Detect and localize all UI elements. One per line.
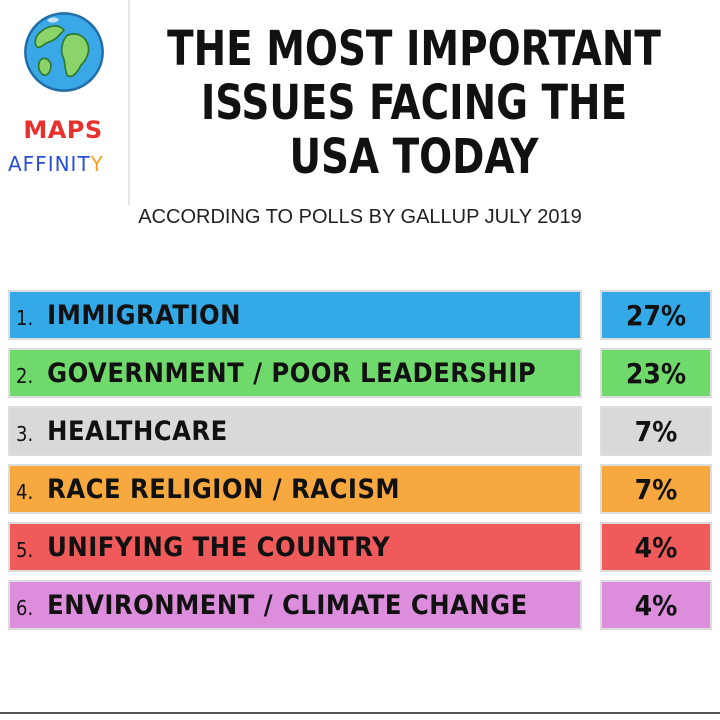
title-line-3: USA TODAY: [289, 129, 539, 185]
issue-label: GOVERNMENT / POOR LEADERSHIP: [47, 357, 537, 389]
maps-affinity-logo: MAPS AFFINITY: [8, 8, 118, 183]
issue-percent: 23%: [600, 348, 712, 398]
issue-label: RACE RELIGION / RACISM: [47, 473, 401, 505]
issue-rank: 1.: [16, 306, 34, 330]
issue-label: HEALTHCARE: [47, 415, 228, 447]
table-row: 6. ENVIRONMENT / CLIMATE CHANGE 4%: [8, 580, 716, 632]
issue-label: UNIFYING THE COUNTRY: [47, 531, 391, 563]
issue-bar: 5. UNIFYING THE COUNTRY: [8, 522, 582, 572]
table-row: 3. HEALTHCARE 7%: [8, 406, 716, 458]
logo-text-affinity: AFFINITY: [8, 152, 104, 176]
issue-percent: 27%: [600, 290, 712, 340]
issue-bar: 3. HEALTHCARE: [8, 406, 582, 456]
issue-bar: 4. RACE RELIGION / RACISM: [8, 464, 582, 514]
issues-table: 1. IMMIGRATION 27% 2. GOVERNMENT / POOR LEAD…: [8, 290, 716, 638]
issue-bar: 6. ENVIRONMENT / CLIMATE CHANGE: [8, 580, 582, 630]
issue-percent: 7%: [600, 464, 712, 514]
subtitle: ACCORDING TO POLLS BY GALLUP JULY 2019: [138, 206, 582, 228]
issue-label: IMMIGRATION: [47, 299, 242, 331]
issue-rank: 2.: [16, 364, 34, 388]
issue-rank: 3.: [16, 422, 34, 446]
issue-bar: 2. GOVERNMENT / POOR LEADERSHIP: [8, 348, 582, 398]
table-row: 4. RACE RELIGION / RACISM 7%: [8, 464, 716, 516]
divider: [128, 0, 130, 205]
title-line-1: THE MOST IMPORTANT: [167, 21, 661, 77]
issue-rank: 5.: [16, 538, 34, 562]
issue-bar: 1. IMMIGRATION: [8, 290, 582, 340]
issue-rank: 6.: [16, 596, 34, 620]
table-row: 5. UNIFYING THE COUNTRY 4%: [8, 522, 716, 574]
issue-percent: 7%: [600, 406, 712, 456]
globe-icon: [24, 12, 104, 92]
table-row: 2. GOVERNMENT / POOR LEADERSHIP 23%: [8, 348, 716, 400]
bottom-rule: [0, 712, 720, 714]
issue-percent: 4%: [600, 580, 712, 630]
page-title: THE MOST IMPORTANT ISSUES FACING THE USA…: [142, 22, 686, 184]
issue-label: ENVIRONMENT / CLIMATE CHANGE: [47, 589, 528, 621]
issue-rank: 4.: [16, 480, 34, 504]
table-row: 1. IMMIGRATION 27%: [8, 290, 716, 342]
issue-percent: 4%: [600, 522, 712, 572]
logo-text-maps: MAPS: [23, 116, 103, 144]
title-line-2: ISSUES FACING THE: [200, 75, 628, 131]
